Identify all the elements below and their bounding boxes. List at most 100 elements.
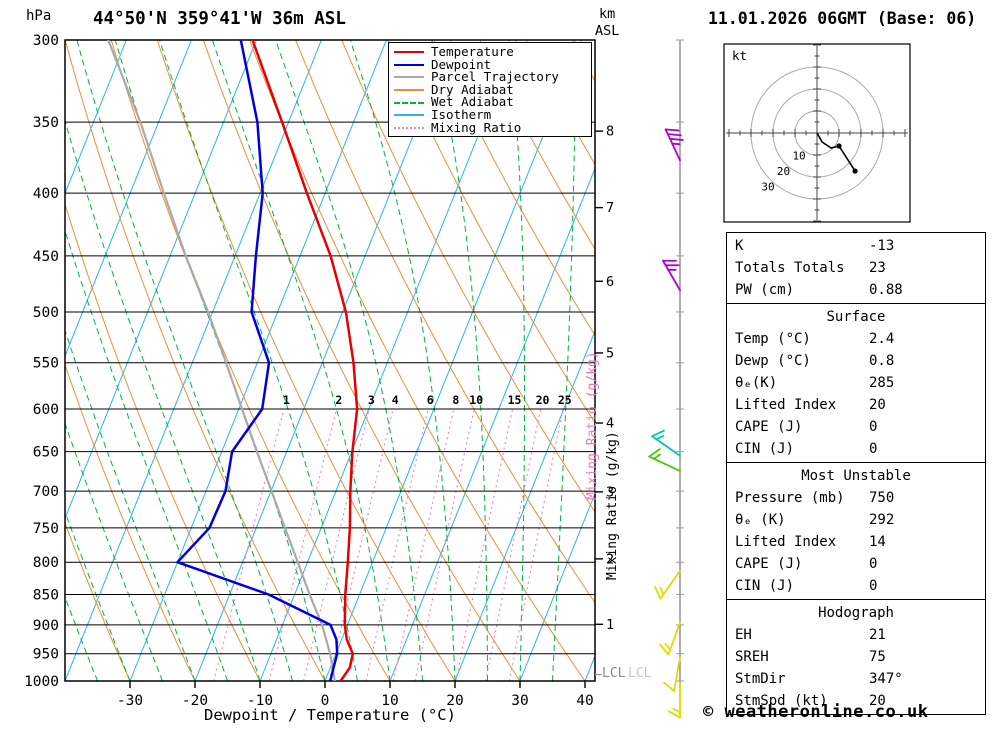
pressure-tick-label: 550 [33, 356, 59, 372]
pressure-tick-label: 350 [33, 115, 59, 131]
mixing-ratio-value: 10 [469, 393, 483, 407]
legend-label: Dry Adiabat [431, 81, 514, 97]
dry-adiabat [387, 40, 595, 424]
pressure-tick-label: 300 [33, 33, 59, 49]
table-row: Totals Totals 23 [727, 257, 985, 279]
temp-tick-label: 0 [321, 693, 330, 709]
isotherm [519, 492, 595, 681]
table-row-label: CIN (J) [735, 441, 795, 457]
legend-label: Dewpoint [431, 56, 492, 72]
mixing-ratio-value: 4 [392, 393, 399, 407]
pressure-axis-unit: hPa [26, 8, 52, 24]
table-row: PW (cm) 0.88 [727, 279, 985, 301]
temp-tick-label: -20 [182, 693, 208, 709]
wet-adiabat [76, 40, 293, 681]
isotherm [65, 40, 127, 195]
table-row-label: Lifted Index [735, 397, 837, 413]
pressure-tick-label: 950 [33, 647, 59, 663]
isotherm [454, 329, 595, 681]
wind-barb [651, 429, 681, 457]
table-row-label: PW (cm) [735, 282, 795, 298]
legend-item-temperature: Temperature [394, 45, 586, 59]
x-axis-label: Dewpoint / Temperature (°C) [204, 706, 456, 724]
km-tick-label: 5 [606, 345, 614, 361]
wind-barb [648, 448, 681, 472]
dry-adiabat [65, 521, 131, 681]
pressure-tick-label: 450 [33, 249, 59, 265]
table-row-label: Temp (°C) [735, 331, 811, 347]
mixing-ratio-line [213, 408, 285, 681]
table-row-label: θₑ(K) [735, 375, 778, 391]
table-row: EH 21 [727, 624, 985, 646]
barb-feather-full [667, 710, 681, 719]
legend-line-sample [394, 51, 424, 54]
legend-item-parcel-trajectory: Parcel Trajectory [394, 71, 586, 84]
temp-tick-label: 20 [446, 693, 463, 709]
legend-line-sample [394, 63, 424, 66]
table-row-label: Dewp (°C) [735, 353, 811, 369]
wet-adiabat [65, 329, 196, 681]
lcl-label: LCL [602, 666, 626, 681]
barb-feather-full [651, 429, 665, 438]
mixing-ratio-line [328, 408, 394, 681]
legend-label: Wet Adiabat [431, 94, 514, 110]
barb-feather-full [664, 128, 680, 132]
km-tick-label: 4 [606, 416, 614, 432]
pressure-tick-label: 400 [33, 186, 59, 202]
wet-adiabat [65, 422, 163, 681]
temp-tick-label: 40 [576, 693, 593, 709]
table-row-label: CIN (J) [735, 578, 795, 594]
wind-barb [663, 656, 681, 692]
legend-line-sample [394, 89, 424, 92]
barb-feather-full [669, 137, 684, 141]
dry-adiabat [433, 40, 595, 337]
isotherm [65, 40, 192, 358]
temperature-curve [251, 40, 359, 681]
km-tick-label: 3 [606, 484, 614, 500]
table-section: Hodograph EH 21 SREH 75 StmDir 347° StmSpd (kt)… [727, 599, 985, 714]
temp-tick-label: -10 [247, 693, 273, 709]
table-row-value: 2.4 [869, 331, 895, 347]
table-row: Lifted Index 14 [727, 531, 985, 553]
mixing-ratio-value: 2 [335, 393, 342, 407]
mixing-ratio-axis-label-pink: Mixing Ratio (g/kg) [585, 351, 600, 500]
table-row: CIN (J) 0 [727, 575, 985, 597]
isotherm [324, 40, 582, 681]
wind-barb [667, 682, 681, 719]
table-row-value: 292 [869, 512, 895, 528]
mixing-ratio-line [455, 408, 514, 681]
barb-feather-half [672, 707, 681, 714]
wet-adiabat [65, 595, 98, 681]
table-row-label: K [735, 238, 744, 254]
table-row-label: CAPE (J) [735, 556, 803, 572]
copyright: © weatheronline.co.uk [703, 702, 929, 722]
mixing-ratio-value: 25 [558, 393, 572, 407]
hodograph-ring-label: 10 [792, 150, 805, 163]
barb-staff [673, 656, 681, 692]
isotherm [194, 40, 452, 681]
dewpoint-curve [176, 40, 339, 681]
wet-adiabat [65, 510, 131, 681]
mixing-ratio-value: 3 [368, 393, 375, 407]
table-section: K -13 Totals Totals 23 PW (cm) 0.88 [727, 233, 985, 303]
wind-barb [659, 621, 681, 656]
pressure-tick-label: 1000 [24, 674, 59, 690]
pressure-tick-label: 750 [33, 521, 59, 537]
mixing-ratio-value: 8 [452, 393, 459, 407]
table-row-value: 0 [869, 419, 878, 435]
hodograph-marker [836, 143, 842, 149]
isotherm [65, 40, 322, 681]
hodograph-ring-label: 30 [761, 181, 774, 194]
km-tick-label: 7 [606, 200, 614, 216]
legend-line-sample [394, 114, 424, 117]
barb-feather-half [652, 453, 661, 460]
legend: Temperature Dewpoint Parcel Trajectory Dry … [388, 42, 592, 138]
table-section-title: Hodograph [818, 605, 894, 621]
table-row: CIN (J) 0 [727, 438, 985, 460]
table-row: Temp (°C) 2.4 [727, 328, 985, 350]
pressure-tick-label: 700 [33, 484, 59, 500]
table-row: Pressure (mb) 750 [727, 487, 985, 509]
table-row-value: 14 [869, 534, 886, 550]
dry-adiabat [479, 40, 595, 251]
pressure-tick-label: 800 [33, 555, 59, 571]
